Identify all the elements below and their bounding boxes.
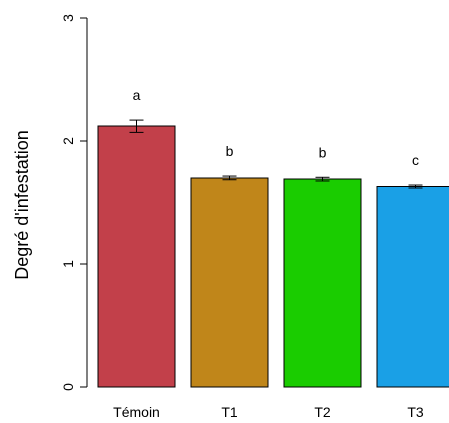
bar-3 — [283, 178, 362, 388]
x-axis-labels: Témoin T1 T2 T3 — [113, 404, 424, 420]
bar-1 — [97, 125, 176, 388]
x-tick-label: T2 — [314, 404, 331, 420]
y-axis: 0 1 2 3 — [60, 14, 88, 391]
significance-label: c — [412, 152, 419, 168]
y-tick-label: 0 — [60, 383, 76, 391]
bar-4 — [376, 186, 449, 388]
x-tick-label: T3 — [407, 404, 424, 420]
bars: a b b c — [97, 87, 449, 388]
bar-2 — [190, 177, 269, 388]
significance-label: b — [319, 144, 327, 160]
significance-label: b — [226, 143, 234, 159]
significance-label: a — [133, 87, 141, 103]
x-tick-label: T1 — [221, 404, 238, 420]
x-tick-label: Témoin — [113, 404, 160, 420]
y-tick-label: 1 — [60, 260, 76, 268]
y-axis-label: Degré d'infestation — [12, 130, 32, 280]
y-tick-label: 2 — [60, 137, 76, 145]
y-tick-label: 3 — [60, 14, 76, 22]
